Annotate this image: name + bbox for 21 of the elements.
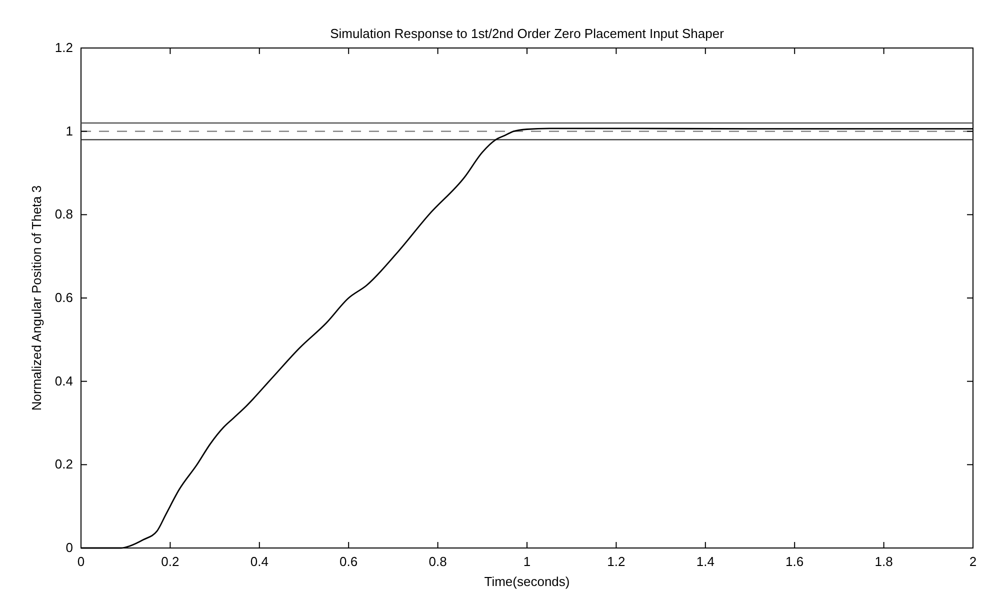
x-tick-label: 0 bbox=[77, 554, 85, 569]
y-tick-label: 0 bbox=[66, 540, 73, 555]
y-tick-label: 1.2 bbox=[54, 40, 73, 55]
x-tick-label: 1.4 bbox=[696, 554, 714, 569]
x-tick-label: 0.4 bbox=[250, 554, 268, 569]
x-tick-label: 1 bbox=[523, 554, 531, 569]
x-axis-title: Time(seconds) bbox=[484, 574, 570, 589]
x-tick-label: 1.2 bbox=[607, 554, 626, 569]
y-tick-label: 0.8 bbox=[54, 206, 73, 222]
y-axis-title: Normalized Angular Position of Theta 3 bbox=[29, 185, 44, 411]
x-tick-label: 1.6 bbox=[786, 554, 804, 569]
y-tick-label: 0.6 bbox=[54, 290, 73, 305]
y-tick-label: 0.2 bbox=[54, 456, 73, 472]
x-tick-label: 2 bbox=[969, 554, 977, 569]
x-tick-label: 1.8 bbox=[874, 554, 893, 569]
x-tick-label: 0.2 bbox=[161, 554, 180, 569]
y-tick-label: 0.4 bbox=[54, 373, 73, 388]
chart-title: Simulation Response to 1st/2nd Order Zero Placement Input Shaper bbox=[330, 26, 725, 41]
x-tick-label: 0.8 bbox=[428, 554, 447, 569]
y-tick-label: 1 bbox=[66, 123, 73, 138]
x-tick-label: 0.6 bbox=[340, 554, 358, 569]
